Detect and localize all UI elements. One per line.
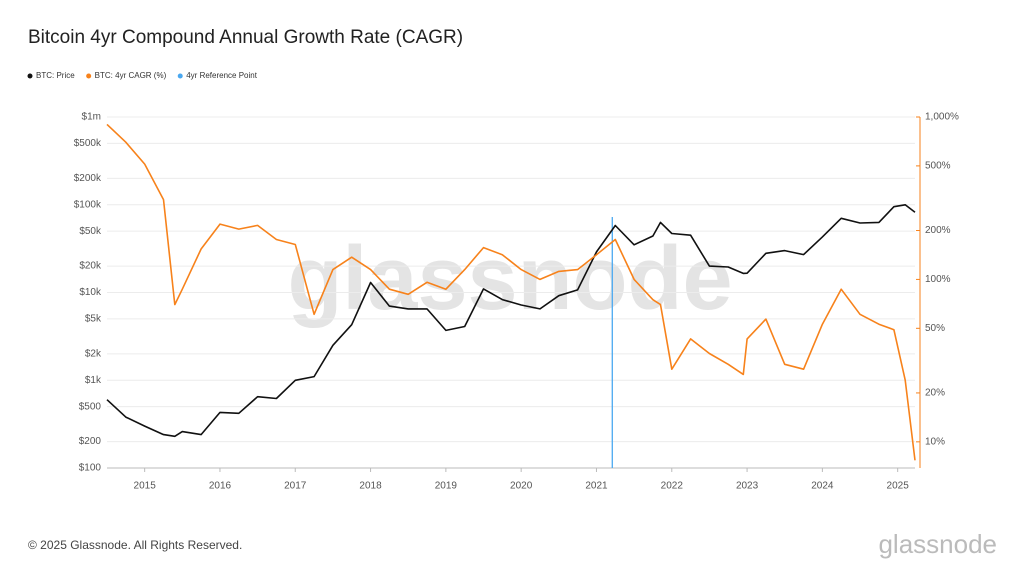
y-tick-label: $200k — [74, 173, 102, 184]
x-tick-label: 2018 — [359, 481, 382, 492]
x-tick-label: 2021 — [585, 481, 608, 492]
y-tick-label: $20k — [79, 261, 102, 272]
logo: glassnode — [878, 529, 997, 559]
y2-tick-label: 1,000% — [925, 112, 959, 123]
y2-tick-label: 10% — [925, 436, 945, 447]
y-tick-label: $1k — [85, 375, 102, 386]
y-tick-label: $2k — [85, 348, 102, 359]
x-tick-label: 2020 — [510, 481, 533, 492]
y2-tick-label: 100% — [925, 274, 951, 285]
x-tick-label: 2017 — [284, 481, 307, 492]
y-tick-label: $10k — [79, 287, 102, 298]
series-line — [106, 204, 916, 438]
x-tick-label: 2024 — [811, 481, 834, 492]
y-tick-label: $500k — [74, 138, 102, 149]
legend-label: BTC: Price — [36, 71, 75, 80]
x-tick-label: 2016 — [209, 481, 232, 492]
chart-title: Bitcoin 4yr Compound Annual Growth Rate … — [28, 27, 463, 48]
legend-marker — [86, 73, 92, 79]
y-tick-label: $500 — [79, 401, 102, 412]
y-tick-label: $100 — [79, 463, 102, 474]
x-tick-label: 2023 — [736, 481, 759, 492]
legend: BTC: Price BTC: 4yr CAGR (%) 4yr Reference… — [27, 71, 258, 80]
x-tick-label: 2022 — [661, 481, 684, 492]
y2-tick-label: 200% — [925, 225, 951, 236]
series-line — [106, 123, 916, 461]
legend-marker — [27, 73, 33, 79]
legend-label: BTC: 4yr CAGR (%) — [95, 71, 167, 80]
y-tick-label: $100k — [74, 199, 102, 210]
legend-label: 4yr Reference Point — [186, 71, 257, 80]
x-tick-label: 2025 — [887, 481, 910, 492]
watermark: glassnode — [287, 229, 732, 329]
copyright: © 2025 Glassnode. All Rights Reserved. — [28, 538, 242, 552]
y-tick-label: $200 — [79, 436, 102, 447]
y-tick-label: $1m — [82, 112, 101, 123]
y2-tick-label: 50% — [925, 323, 945, 334]
y-tick-label: $5k — [85, 314, 102, 325]
y2-tick-label: 500% — [925, 161, 951, 172]
x-tick-label: 2015 — [134, 481, 157, 492]
x-tick-label: 2019 — [435, 481, 458, 492]
y2-tick-label: 20% — [925, 388, 945, 399]
legend-marker — [177, 73, 183, 79]
y-tick-label: $50k — [79, 226, 102, 237]
